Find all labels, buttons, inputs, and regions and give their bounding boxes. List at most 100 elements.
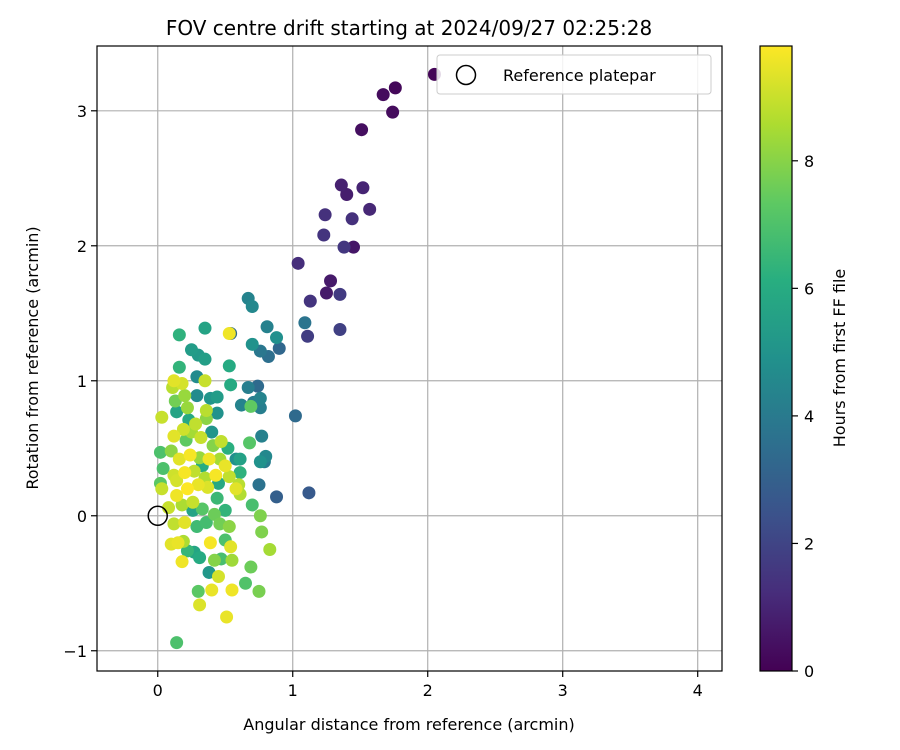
scatter-point bbox=[270, 331, 284, 345]
x-tick-label: 1 bbox=[288, 681, 298, 700]
scatter-point bbox=[302, 486, 316, 500]
scatter-point bbox=[153, 445, 167, 459]
scatter-point bbox=[191, 584, 205, 598]
scatter-point bbox=[222, 359, 236, 373]
scatter-point bbox=[198, 321, 212, 335]
scatter-point bbox=[180, 482, 194, 496]
scatter-point bbox=[318, 208, 332, 222]
scatter-point bbox=[167, 517, 181, 531]
scatter-point bbox=[224, 378, 238, 392]
scatter-point bbox=[175, 555, 189, 569]
scatter-point bbox=[211, 570, 225, 584]
scatter-point bbox=[170, 489, 184, 503]
scatter-point bbox=[337, 240, 351, 254]
scatter-point bbox=[241, 381, 255, 395]
legend-entry: Reference platepar bbox=[503, 66, 656, 85]
scatter-point bbox=[243, 436, 257, 450]
x-axis-label: Angular distance from reference (arcmin) bbox=[243, 715, 574, 734]
scatter-point bbox=[253, 391, 267, 405]
colorbar-tick-label: 6 bbox=[804, 279, 814, 298]
scatter-point bbox=[303, 294, 317, 308]
scatter-point bbox=[245, 498, 259, 512]
x-tick-label: 2 bbox=[423, 681, 433, 700]
scatter-point bbox=[238, 576, 252, 590]
x-axis-ticks: 0 1 2 3 4 bbox=[153, 671, 703, 700]
y-tick-label: −1 bbox=[63, 642, 87, 661]
scatter-point bbox=[253, 455, 267, 469]
scatter-point bbox=[155, 482, 169, 496]
scatter-point bbox=[210, 491, 224, 505]
scatter-point bbox=[233, 452, 247, 466]
scatter-point bbox=[172, 360, 186, 374]
scatter-point bbox=[189, 417, 203, 431]
plot-frame bbox=[96, 45, 723, 672]
scatter-point bbox=[210, 390, 224, 404]
scatter-point bbox=[253, 509, 267, 523]
scatter-point bbox=[233, 466, 247, 480]
scatter-point bbox=[291, 256, 305, 270]
scatter-point bbox=[319, 286, 333, 300]
scatter-point bbox=[270, 490, 284, 504]
scatter-point bbox=[225, 583, 239, 597]
scatter-point bbox=[252, 478, 266, 492]
scatter-point bbox=[194, 430, 208, 444]
scatter-point bbox=[190, 389, 204, 403]
y-tick-label: 3 bbox=[77, 102, 87, 121]
y-tick-label: 1 bbox=[77, 372, 87, 391]
scatter-point bbox=[263, 543, 277, 557]
scatter-point bbox=[207, 553, 221, 567]
scatter-point bbox=[245, 300, 259, 314]
legend-marker bbox=[455, 64, 477, 86]
scatter-point bbox=[167, 429, 181, 443]
y-tick-label: 0 bbox=[77, 507, 87, 526]
scatter-point bbox=[170, 474, 184, 488]
scatter-point bbox=[388, 81, 402, 95]
scatter-point bbox=[195, 502, 209, 516]
scatter-point bbox=[164, 444, 178, 458]
colorbar-tick-label: 2 bbox=[804, 534, 814, 553]
scatter-point bbox=[209, 468, 223, 482]
colorbar: 0 2 4 6 8 Hours from first FF file bbox=[759, 45, 849, 681]
scatter-point bbox=[193, 551, 207, 565]
scatter-point bbox=[222, 470, 236, 484]
scatter-point bbox=[244, 560, 258, 574]
y-tick-label: 2 bbox=[77, 237, 87, 256]
scatter-point bbox=[191, 478, 205, 492]
scatter-point bbox=[363, 202, 377, 216]
legend: Reference platepar bbox=[436, 54, 712, 95]
scatter-point bbox=[170, 405, 184, 419]
scatter-point bbox=[198, 374, 212, 388]
scatter-point bbox=[225, 553, 239, 567]
scatter-point bbox=[272, 341, 286, 355]
scatter-point bbox=[333, 322, 347, 336]
y-axis-label: Rotation from reference (arcmin) bbox=[23, 226, 42, 489]
chart-title: FOV centre drift starting at 2024/09/27 … bbox=[166, 16, 652, 40]
scatter-point bbox=[260, 320, 274, 334]
x-tick-label: 0 bbox=[153, 681, 163, 700]
scatter-point bbox=[210, 406, 224, 420]
scatter-point bbox=[244, 399, 258, 413]
scatter-point bbox=[199, 403, 213, 417]
scatter-point bbox=[207, 507, 221, 521]
scatter-point bbox=[156, 462, 170, 476]
scatter-point bbox=[180, 401, 194, 415]
x-tick-label: 4 bbox=[693, 681, 703, 700]
plot-area bbox=[97, 46, 722, 671]
scatter-point bbox=[255, 525, 269, 539]
data-points bbox=[153, 67, 441, 650]
scatter-point bbox=[178, 389, 192, 403]
colorbar-tick-label: 8 bbox=[804, 152, 814, 171]
scatter-point bbox=[203, 536, 217, 550]
colorbar-gradient bbox=[759, 45, 793, 672]
scatter-point bbox=[334, 178, 348, 192]
scatter-point bbox=[333, 287, 347, 301]
scatter-point bbox=[220, 610, 234, 624]
scatter-point bbox=[356, 181, 370, 195]
scatter-point bbox=[298, 316, 312, 330]
scatter-point bbox=[175, 498, 189, 512]
reference-platepar-point bbox=[147, 505, 168, 527]
scatter-point bbox=[186, 495, 200, 509]
legend-box bbox=[436, 54, 712, 95]
scatter-point bbox=[340, 187, 354, 201]
grid bbox=[97, 46, 722, 671]
